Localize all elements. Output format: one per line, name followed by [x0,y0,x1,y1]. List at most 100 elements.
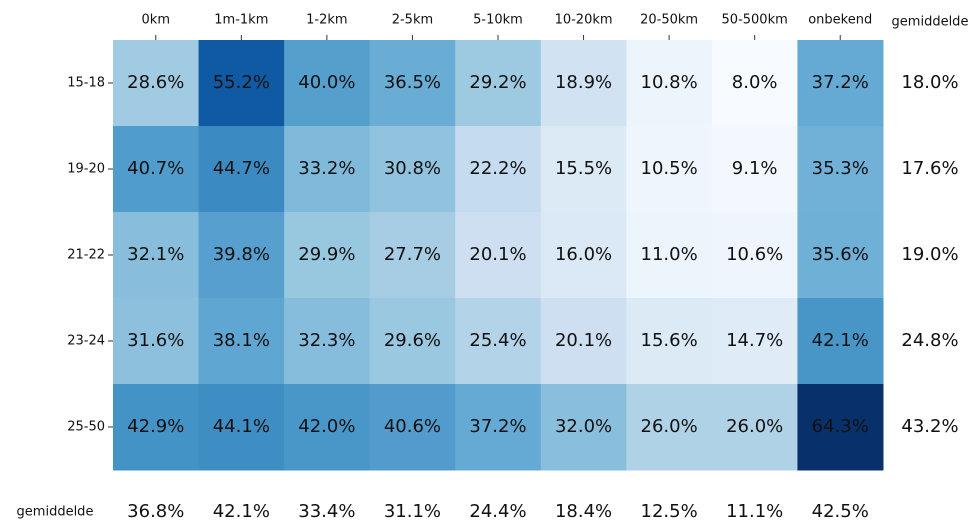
heatmap-cell [113,40,200,127]
cell-label: 42.1% [812,330,869,351]
cell-label: 29.6% [384,330,441,351]
heatmap-cell [369,126,456,213]
column-average: 18.4% [555,501,612,522]
heatmap-cell [540,40,627,127]
cell-label: 42.0% [298,416,355,437]
column-average-title: gemiddelde [17,505,94,520]
heatmap-cell [284,212,371,299]
row-average: 19.0% [901,244,958,265]
cell-label: 55.2% [213,72,270,93]
heatmap-cell [113,212,200,299]
x-tick-label: 20-50km [640,13,698,28]
column-average: 24.4% [469,501,526,522]
cell-label: 14.7% [726,330,783,351]
cell-label: 32.3% [298,330,355,351]
column-average: 31.1% [384,501,441,522]
cell-label: 9.1% [732,158,778,179]
heatmap-cell [284,384,371,471]
column-average: 36.8% [127,501,184,522]
cell-label: 32.1% [127,244,184,265]
heatmap-cell [797,212,884,299]
row-average-title: gemiddelde [892,15,969,30]
heatmap-cell [711,126,798,213]
cell-label: 44.1% [213,416,270,437]
cell-label: 26.0% [641,416,698,437]
heatmap-cell [797,126,884,213]
cell-label: 40.0% [298,72,355,93]
cell-label: 27.7% [384,244,441,265]
cell-label: 38.1% [213,330,270,351]
cell-label: 29.9% [298,244,355,265]
cell-label: 20.1% [469,244,526,265]
cell-label: 33.2% [298,158,355,179]
column-average: 42.5% [812,501,869,522]
heatmap-cell [455,40,542,127]
heatmap-cell [711,384,798,471]
cell-label: 25.4% [469,330,526,351]
row-average: 17.6% [901,158,958,179]
heatmap-cell [711,212,798,299]
heatmap-cell [455,298,542,385]
row-average: 24.8% [901,330,958,351]
x-tick-label: 5-10km [473,13,523,28]
column-average: 33.4% [298,501,355,522]
heatmap-cell [711,40,798,127]
heatmap-cell [626,126,713,213]
heatmap-cell [198,212,285,299]
x-tick-label: 50-500km [722,13,788,28]
y-tick-label: 19-20 [67,162,105,177]
heatmap-cell [626,212,713,299]
heatmap-cell [369,212,456,299]
heatmap-cell [540,298,627,385]
heatmap-cell [711,298,798,385]
cell-label: 16.0% [555,244,612,265]
cell-label: 64.3% [812,416,869,437]
cell-label: 40.6% [384,416,441,437]
x-tick-label: 2-5km [392,13,433,28]
x-tick-label: 0km [142,13,170,28]
heatmap-cell [455,212,542,299]
x-tick-label: 1-2km [306,13,347,28]
cell-label: 10.6% [726,244,783,265]
row-average: 43.2% [901,416,958,437]
heatmap-cell [540,126,627,213]
heatmap-cell [369,40,456,127]
heatmap-cell [198,384,285,471]
cell-label: 36.5% [384,72,441,93]
cell-label: 35.3% [812,158,869,179]
heatmap-cell [369,298,456,385]
column-average: 42.1% [213,501,270,522]
cell-label: 39.8% [213,244,270,265]
column-average: 12.5% [641,501,698,522]
heatmap-cell [198,126,285,213]
cell-label: 18.9% [555,72,612,93]
heatmap-cell [198,298,285,385]
y-tick-label: 23-24 [67,334,105,349]
heatmap-cell [797,40,884,127]
cell-label: 42.9% [127,416,184,437]
heatmap-cell [284,298,371,385]
cell-label: 30.8% [384,158,441,179]
cell-label: 8.0% [732,72,778,93]
cell-label: 35.6% [812,244,869,265]
heatmap-cell [626,384,713,471]
heatmap-cell [797,298,884,385]
x-tick-label: onbekend [808,13,872,28]
heatmap-cell [540,212,627,299]
x-tick-label: 10-20km [555,13,613,28]
heatmap-cell [797,384,884,471]
cell-label: 26.0% [726,416,783,437]
heatmap-cell [540,384,627,471]
heatmap-cell [284,40,371,127]
cell-label: 29.2% [469,72,526,93]
cell-label: 15.5% [555,158,612,179]
heatmap-cell [626,40,713,127]
row-average: 18.0% [901,72,958,93]
heatmap-cell [198,40,285,127]
cell-label: 28.6% [127,72,184,93]
cell-label: 37.2% [812,72,869,93]
cell-label: 31.6% [127,330,184,351]
cell-label: 32.0% [555,416,612,437]
